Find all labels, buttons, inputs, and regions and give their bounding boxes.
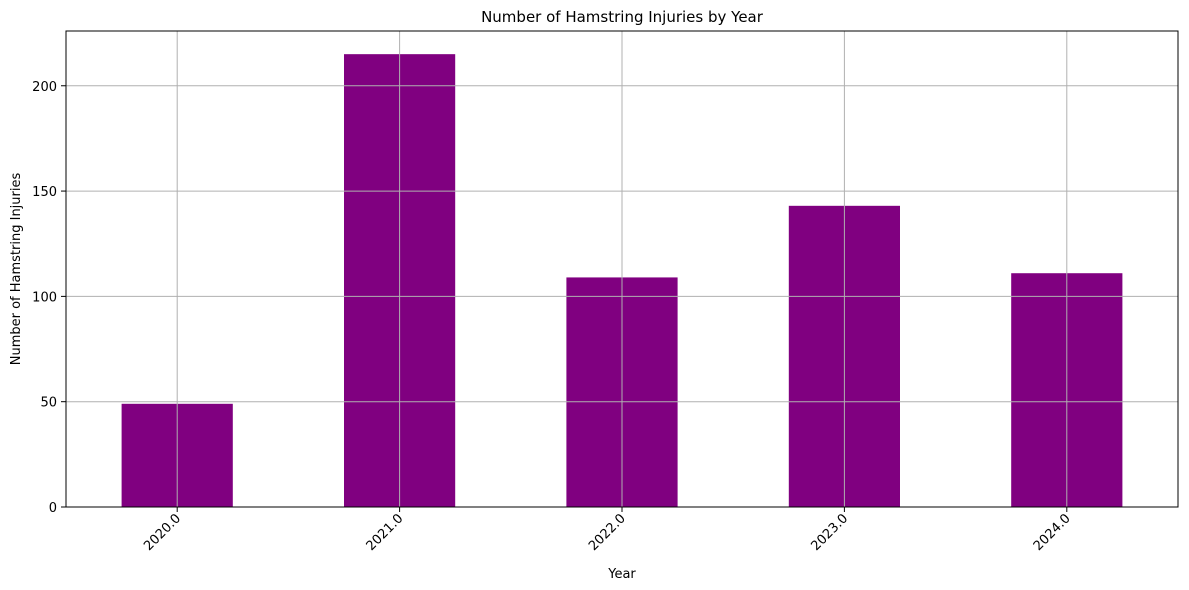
y-tick-label: 50: [40, 396, 57, 411]
x-axis-label: Year: [607, 567, 636, 582]
x-tick-label: 2020.0: [141, 511, 184, 554]
y-axis-label: Number of Hamstring Injuries: [9, 173, 24, 366]
y-tick-label: 100: [32, 290, 57, 305]
y-tick-label: 150: [32, 185, 57, 200]
y-tick-label: 200: [32, 80, 57, 95]
x-tick-label: 2021.0: [364, 511, 407, 554]
y-tick-label: 0: [49, 501, 57, 516]
chart-title: Number of Hamstring Injuries by Year: [481, 8, 764, 26]
x-tick-label: 2023.0: [808, 511, 851, 554]
grid-overlay: [66, 31, 1178, 508]
x-tick-label: 2024.0: [1031, 511, 1074, 554]
x-tick-label: 2022.0: [586, 511, 629, 554]
